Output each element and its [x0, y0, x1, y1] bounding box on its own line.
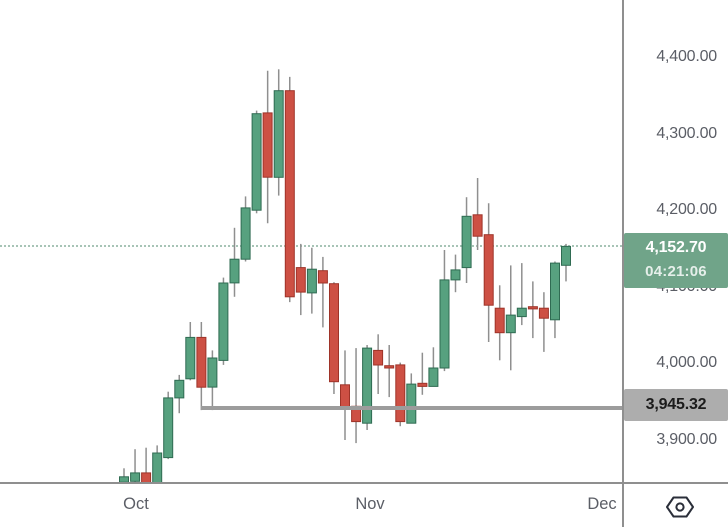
current-price-value: 4,152.70 [645, 239, 707, 256]
candle-body-up [450, 269, 461, 281]
candle-body-up [362, 347, 373, 424]
candle-body-down [494, 307, 505, 334]
candle-body-up [152, 452, 163, 483]
chart-pane[interactable] [0, 0, 623, 483]
current-price-badge: 4,152.70 04:21:06 [624, 233, 728, 288]
settings-button[interactable] [662, 493, 698, 521]
candle-body-down [472, 214, 483, 237]
price-axis[interactable]: 3,900.004,000.004,100.004,200.004,300.00… [624, 0, 728, 482]
candle-body-up [251, 113, 262, 211]
price-tick-label: 4,200.00 [656, 201, 717, 219]
gear-icon [666, 496, 694, 518]
price-tick-label: 4,000.00 [656, 354, 717, 372]
time-axis-label-nov: Nov [355, 495, 385, 513]
candle-body-up [130, 472, 141, 482]
candle-body-down [295, 267, 306, 293]
level-price-badge: 3,945.32 [624, 389, 728, 421]
time-axis[interactable]: Oct Nov Dec [0, 484, 728, 527]
time-axis-label-oct: Oct [123, 495, 149, 513]
candle-body-up [439, 279, 450, 369]
candle-body-up [505, 314, 516, 334]
candle-body-up [240, 207, 251, 260]
candle-body-down [417, 382, 428, 387]
candle-body-down [329, 283, 339, 383]
time-axis-label-dec: Dec [587, 495, 617, 513]
candle-body-up [185, 336, 196, 380]
candle-body-down [262, 112, 273, 178]
price-axis-border [622, 0, 624, 527]
candle-body-up [273, 90, 284, 178]
candle-body-down [527, 306, 538, 310]
candle-body-down [373, 349, 384, 366]
candle-body-up [174, 379, 185, 399]
candle-body-up [516, 307, 527, 318]
candle-body-down [340, 384, 350, 409]
candles-plot [119, 69, 571, 483]
price-tick-label: 3,900.00 [656, 431, 717, 448]
level-price-value: 3,945.32 [645, 396, 707, 413]
candle-body-up [163, 397, 174, 459]
candle-body-up [461, 215, 472, 269]
candle-body-down [196, 336, 207, 388]
candle-body-down [384, 365, 395, 369]
candle-body-up [406, 383, 417, 424]
candle-body-down [284, 90, 295, 298]
candle-body-down [395, 364, 406, 423]
candle-body-up [428, 367, 439, 387]
candle-body-down [317, 270, 328, 284]
horizontal-level-line [201, 406, 623, 410]
candle-body-up [229, 258, 240, 284]
candle-body-down [483, 234, 494, 306]
candle-body-up [306, 268, 317, 294]
candle-body-up [207, 357, 218, 388]
bar-countdown: 04:21:06 [645, 263, 707, 280]
candle-body-up [561, 245, 571, 266]
time-axis-border [0, 482, 728, 484]
current-price-line [0, 245, 623, 247]
candle-body-down [538, 307, 549, 319]
candle-body-up [550, 262, 560, 321]
price-tick-label: 4,300.00 [656, 124, 717, 142]
candle-body-up [218, 282, 229, 361]
price-tick-label: 4,400.00 [656, 48, 717, 65]
